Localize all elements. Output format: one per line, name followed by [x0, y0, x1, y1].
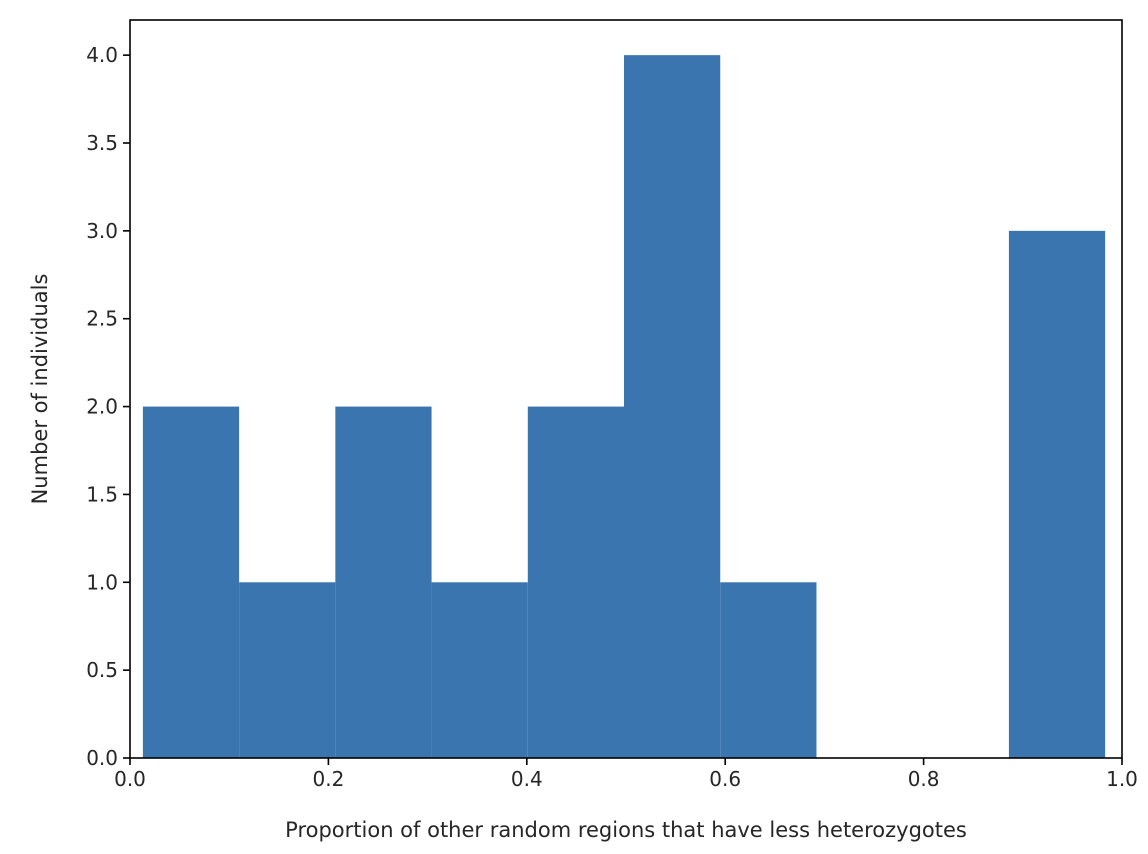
y-tick-label-3: 1.5 [86, 482, 118, 506]
histogram-bar-3 [431, 582, 528, 758]
y-tick-label-5: 2.5 [86, 307, 118, 331]
x-tick-label-5: 1.0 [1106, 767, 1138, 791]
y-tick-label-6: 3.0 [86, 219, 118, 243]
histogram-bar-2 [335, 406, 432, 758]
y-axis-label: Number of individuals [28, 274, 52, 505]
x-tick-label-0: 0.0 [114, 767, 146, 791]
y-tick-label-7: 3.5 [86, 131, 118, 155]
histogram-bar-6 [720, 582, 817, 758]
y-tick-label-1: 0.5 [86, 658, 118, 682]
histogram-bar-9 [1008, 230, 1106, 758]
y-tick-label-0: 0.0 [86, 746, 118, 770]
plot-frame [129, 19, 1123, 759]
y-tick-label-2: 1.0 [86, 570, 118, 594]
bars-layer [142, 55, 1106, 758]
x-tick-label-3: 0.6 [709, 767, 741, 791]
x-tick-label-1: 0.2 [312, 767, 344, 791]
x-tick-label-4: 0.8 [908, 767, 940, 791]
y-tick-label-8: 4.0 [86, 43, 118, 67]
histogram-bar-1 [239, 582, 336, 758]
x-axis-label: Proportion of other random regions that … [285, 818, 967, 842]
histogram-bar-5 [624, 55, 721, 758]
x-tick-label-2: 0.4 [511, 767, 543, 791]
histogram-bar-4 [527, 406, 625, 758]
histogram-bar-0 [142, 406, 240, 758]
y-tick-label-4: 2.0 [86, 395, 118, 419]
ticks-layer: 0.0 0.2 0.4 0.6 0.8 1.0 0.0 0.5 1.0 1.5 2.0 2.5 3.0 3… [86, 43, 1138, 791]
